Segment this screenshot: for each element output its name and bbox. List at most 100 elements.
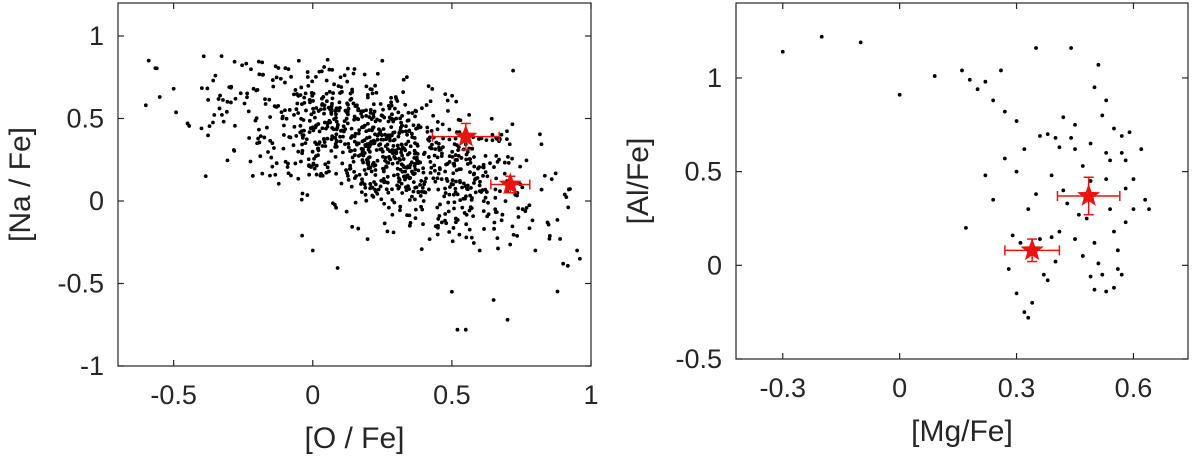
- data-point: [413, 185, 418, 190]
- data-point: [256, 136, 260, 141]
- data-point: [964, 225, 968, 230]
- data-point: [388, 133, 392, 138]
- data-point: [426, 155, 431, 159]
- data-point: [1092, 240, 1097, 245]
- data-point: [406, 139, 411, 144]
- data-point: [1061, 115, 1066, 120]
- data-point: [549, 177, 554, 182]
- data-point: [344, 168, 348, 173]
- data-point: [345, 79, 350, 84]
- data-point: [438, 202, 442, 207]
- data-point: [345, 101, 350, 106]
- data-point: [450, 93, 455, 98]
- data-point: [457, 232, 462, 237]
- data-point: [542, 173, 547, 178]
- data-point: [398, 116, 403, 121]
- data-point: [446, 200, 451, 205]
- data-point: [486, 200, 490, 205]
- data-point: [388, 138, 392, 143]
- data-point: [281, 146, 286, 151]
- data-point: [300, 233, 305, 238]
- data-point: [1108, 158, 1112, 163]
- data-point: [294, 134, 299, 138]
- data-point: [263, 97, 267, 102]
- data-point: [524, 205, 529, 210]
- data-point: [1115, 248, 1120, 253]
- data-point: [292, 124, 297, 129]
- data-point: [376, 187, 381, 192]
- data-point: [419, 247, 424, 252]
- data-point: [1147, 207, 1151, 212]
- data-point: [492, 165, 496, 169]
- data-point: [407, 223, 412, 228]
- data-point: [199, 86, 204, 91]
- data-point: [472, 164, 477, 169]
- data-point: [276, 66, 281, 70]
- data-point: [401, 157, 406, 161]
- data-point: [431, 176, 436, 181]
- data-point: [443, 212, 448, 216]
- data-point: [323, 162, 328, 167]
- x-tick-label: 1: [583, 380, 598, 410]
- data-point: [276, 181, 281, 186]
- data-point: [387, 155, 391, 159]
- data-point: [314, 163, 319, 168]
- data-point: [322, 140, 327, 145]
- x-tick-label: -0.5: [150, 380, 197, 410]
- data-point: [438, 147, 443, 152]
- data-point: [435, 155, 440, 160]
- data-point: [329, 137, 334, 142]
- data-point: [284, 116, 289, 121]
- data-point: [211, 120, 215, 125]
- data-point: [371, 194, 376, 199]
- data-point: [1041, 272, 1046, 277]
- data-point: [547, 236, 552, 241]
- data-point: [1104, 289, 1109, 294]
- data-point: [267, 97, 272, 102]
- data-point: [368, 149, 372, 154]
- data-point: [386, 190, 391, 195]
- data-point: [312, 115, 317, 120]
- data-point: [343, 108, 348, 113]
- data-point: [454, 179, 458, 184]
- x-axis-label: [Mg/Fe]: [911, 415, 1013, 448]
- data-point: [362, 182, 367, 187]
- data-point: [452, 206, 456, 211]
- data-point: [330, 134, 335, 139]
- data-point: [330, 96, 335, 101]
- data-point: [349, 184, 354, 189]
- data-point: [407, 198, 412, 202]
- data-point: [1123, 220, 1128, 225]
- data-point: [1045, 132, 1050, 137]
- data-point: [435, 232, 440, 237]
- data-point: [294, 107, 299, 112]
- data-point: [394, 150, 399, 155]
- data-point: [379, 137, 384, 142]
- data-point: [352, 67, 357, 71]
- data-point: [400, 153, 405, 158]
- data-point: [1069, 46, 1073, 50]
- data-point: [403, 129, 408, 134]
- data-point: [367, 135, 372, 140]
- y-tick-label: 0: [89, 186, 104, 216]
- data-point: [1119, 134, 1124, 138]
- data-point: [327, 89, 332, 94]
- data-point: [1104, 150, 1109, 155]
- data-point: [370, 128, 374, 133]
- data-point: [472, 181, 476, 185]
- data-point: [1088, 274, 1093, 279]
- data-point: [409, 131, 414, 136]
- data-point: [469, 235, 474, 240]
- data-point: [326, 160, 331, 165]
- y-tick-label: -0.5: [57, 269, 104, 299]
- x-tick-label: 0: [305, 380, 320, 410]
- data-point: [428, 160, 433, 164]
- data-point: [518, 164, 523, 169]
- data-point: [289, 173, 293, 178]
- data-point: [360, 180, 365, 185]
- data-point: [546, 222, 551, 227]
- data-point: [490, 138, 495, 143]
- data-point: [334, 106, 339, 111]
- data-point: [858, 40, 863, 45]
